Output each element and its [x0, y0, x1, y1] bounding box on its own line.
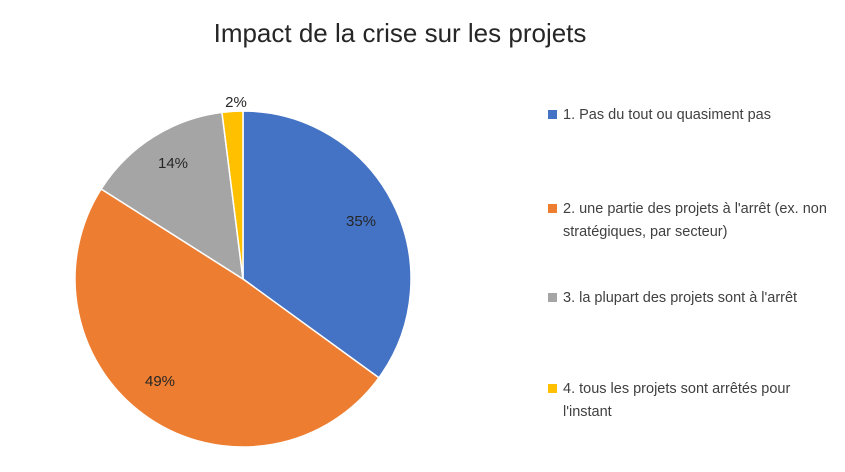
legend-swatch-4	[548, 384, 557, 393]
data-label-3: 14%	[158, 155, 188, 172]
legend-label-4: 4. tous les projets sont arrêtés pour l'…	[563, 381, 791, 420]
pie-slices	[74, 110, 412, 448]
data-label-1: 35%	[346, 213, 376, 230]
legend-label-3: 3. la plupart des projets sont à l'arrêt	[563, 290, 798, 306]
pie-slice-1	[242, 110, 412, 379]
pie-slice-3	[100, 111, 244, 281]
pie-data-labels: 35% 49% 14% 2%	[145, 94, 376, 390]
legend-swatch-2	[548, 204, 557, 213]
pie-slice-2	[74, 187, 380, 448]
pie-slice-4	[221, 110, 244, 280]
legend-label-1: 1. Pas du tout ou quasiment pas	[563, 107, 771, 123]
legend-swatch-3	[548, 293, 557, 302]
legend-swatch-1	[548, 110, 557, 119]
legend-label-2: 2. une partie des projets à l'arrêt (ex.…	[563, 201, 827, 240]
data-label-2: 49%	[145, 373, 175, 390]
chart-title: Impact de la crise sur les projets	[213, 18, 587, 48]
data-label-4: 2%	[225, 94, 247, 111]
